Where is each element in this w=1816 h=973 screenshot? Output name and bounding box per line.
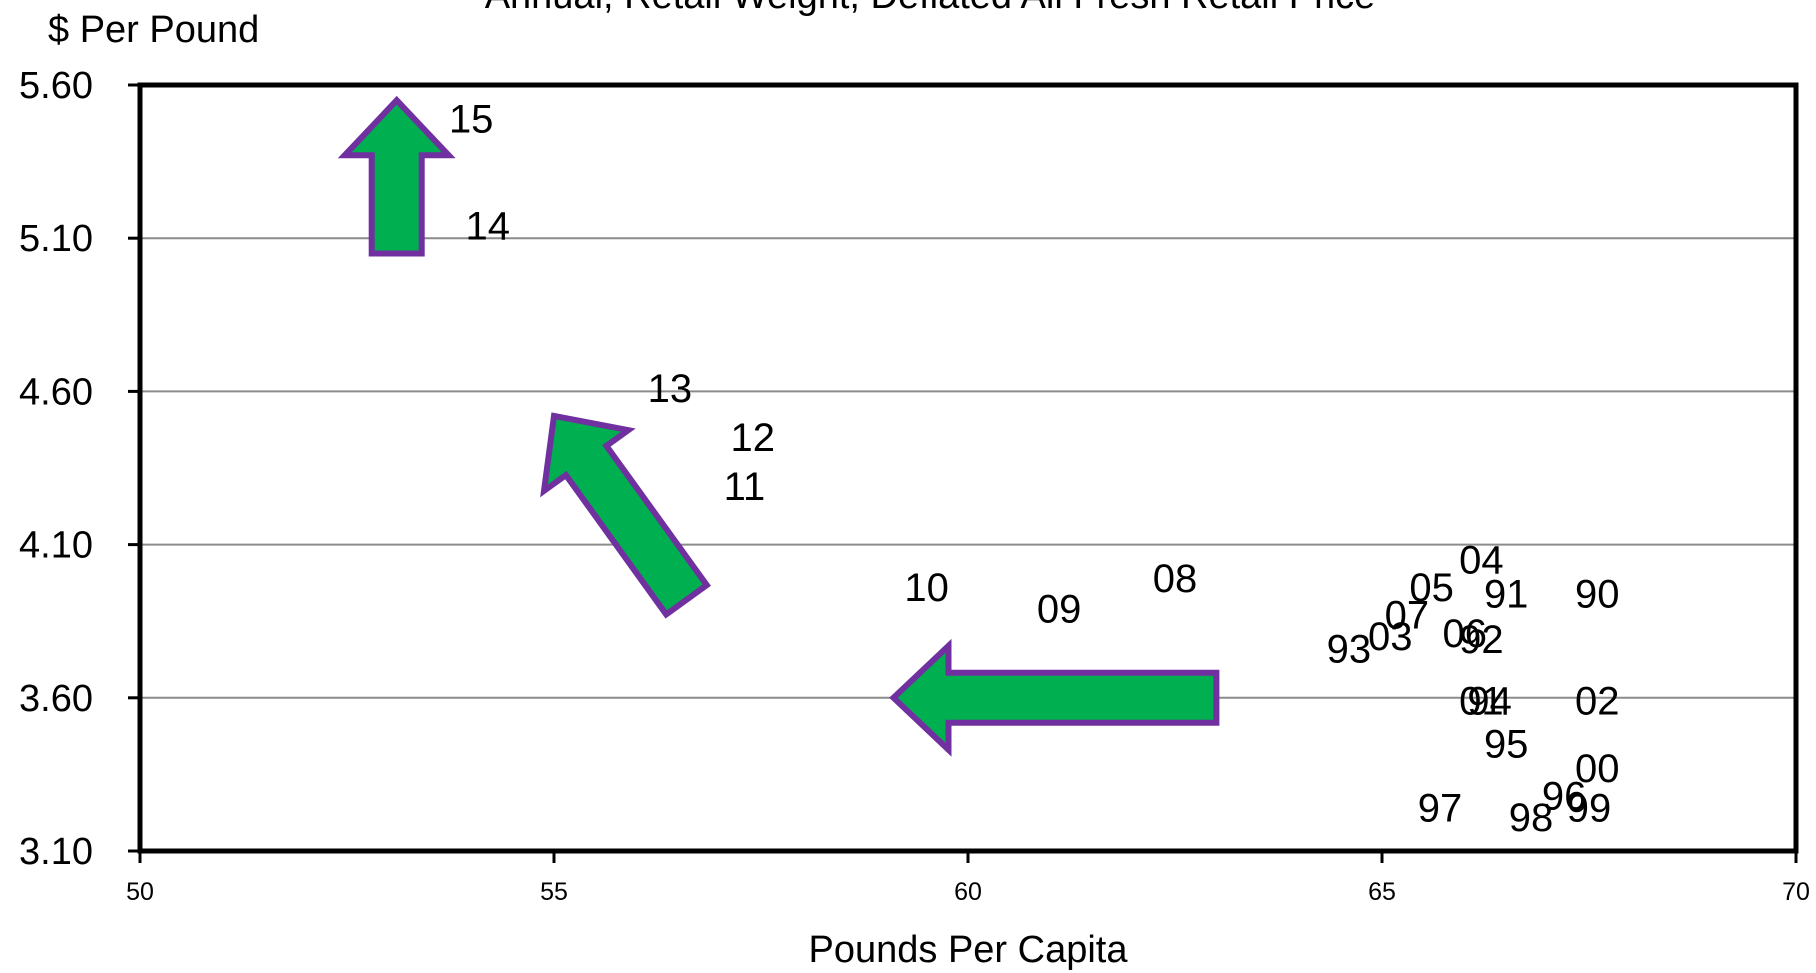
data-point-label: 15: [449, 97, 494, 141]
data-point-label: 03: [1368, 615, 1413, 659]
data-point-label: 90: [1575, 572, 1620, 616]
y-tick-label: 3.10: [19, 831, 93, 873]
y-tick-labels: 3.10 3.60 4.10 4.60 5.10 5.60: [19, 65, 93, 873]
data-point-label: 06: [1443, 612, 1488, 656]
data-point-label: 07: [1385, 594, 1430, 638]
data-point-label: 08: [1153, 557, 1198, 601]
x-tick-label: 60: [954, 878, 982, 906]
data-point-label: 96: [1542, 774, 1587, 818]
y-tick-label: 5.10: [19, 218, 93, 260]
y-tick-label: 4.10: [19, 525, 93, 567]
data-point-label: 98: [1509, 796, 1554, 840]
y-tick-label: 3.60: [19, 678, 93, 720]
y-tick-label: 5.60: [19, 65, 93, 107]
data-point-label: 92: [1459, 618, 1504, 662]
data-point-label: 91: [1484, 572, 1529, 616]
trend-arrow: [889, 638, 1220, 757]
data-point-label: 12: [730, 416, 775, 460]
data-point-label: 93: [1327, 627, 1372, 671]
data-point-label: 99: [1567, 787, 1612, 831]
x-tick-label: 50: [126, 878, 154, 906]
data-point-label: 13: [648, 367, 693, 411]
x-tick-labels: 50 55 60 65 70: [126, 851, 1810, 906]
x-axis-label: Pounds Per Capita: [809, 929, 1129, 971]
x-tick-label: 55: [540, 878, 568, 906]
data-point-label: 14: [466, 205, 511, 249]
data-point-label: 10: [904, 566, 949, 610]
plot-frame: [137, 82, 1799, 854]
y-axis-label: $ Per Pound: [48, 9, 259, 51]
x-tick-label: 65: [1368, 878, 1396, 906]
data-point-label: 02: [1575, 679, 1620, 723]
chart-title: Annual, Retail Weight, Deflated All Fres…: [485, 0, 1376, 17]
trend-arrow: [540, 412, 711, 619]
data-point-label: 04: [1459, 539, 1504, 583]
data-point-label: 97: [1418, 787, 1463, 831]
x-tick-label: 70: [1782, 878, 1810, 906]
data-point-label: 95: [1484, 722, 1529, 766]
data-point-label: 00: [1575, 747, 1620, 791]
data-point-label: 01: [1459, 679, 1504, 723]
data-point-label: 05: [1409, 566, 1454, 610]
data-point-label: 94: [1467, 679, 1512, 723]
data-point-label: 09: [1037, 588, 1082, 632]
trend-arrow: [337, 95, 456, 257]
trend-arrows: [337, 95, 1220, 757]
y-tick-label: 4.60: [19, 371, 93, 413]
data-point-label: 11: [724, 465, 766, 509]
